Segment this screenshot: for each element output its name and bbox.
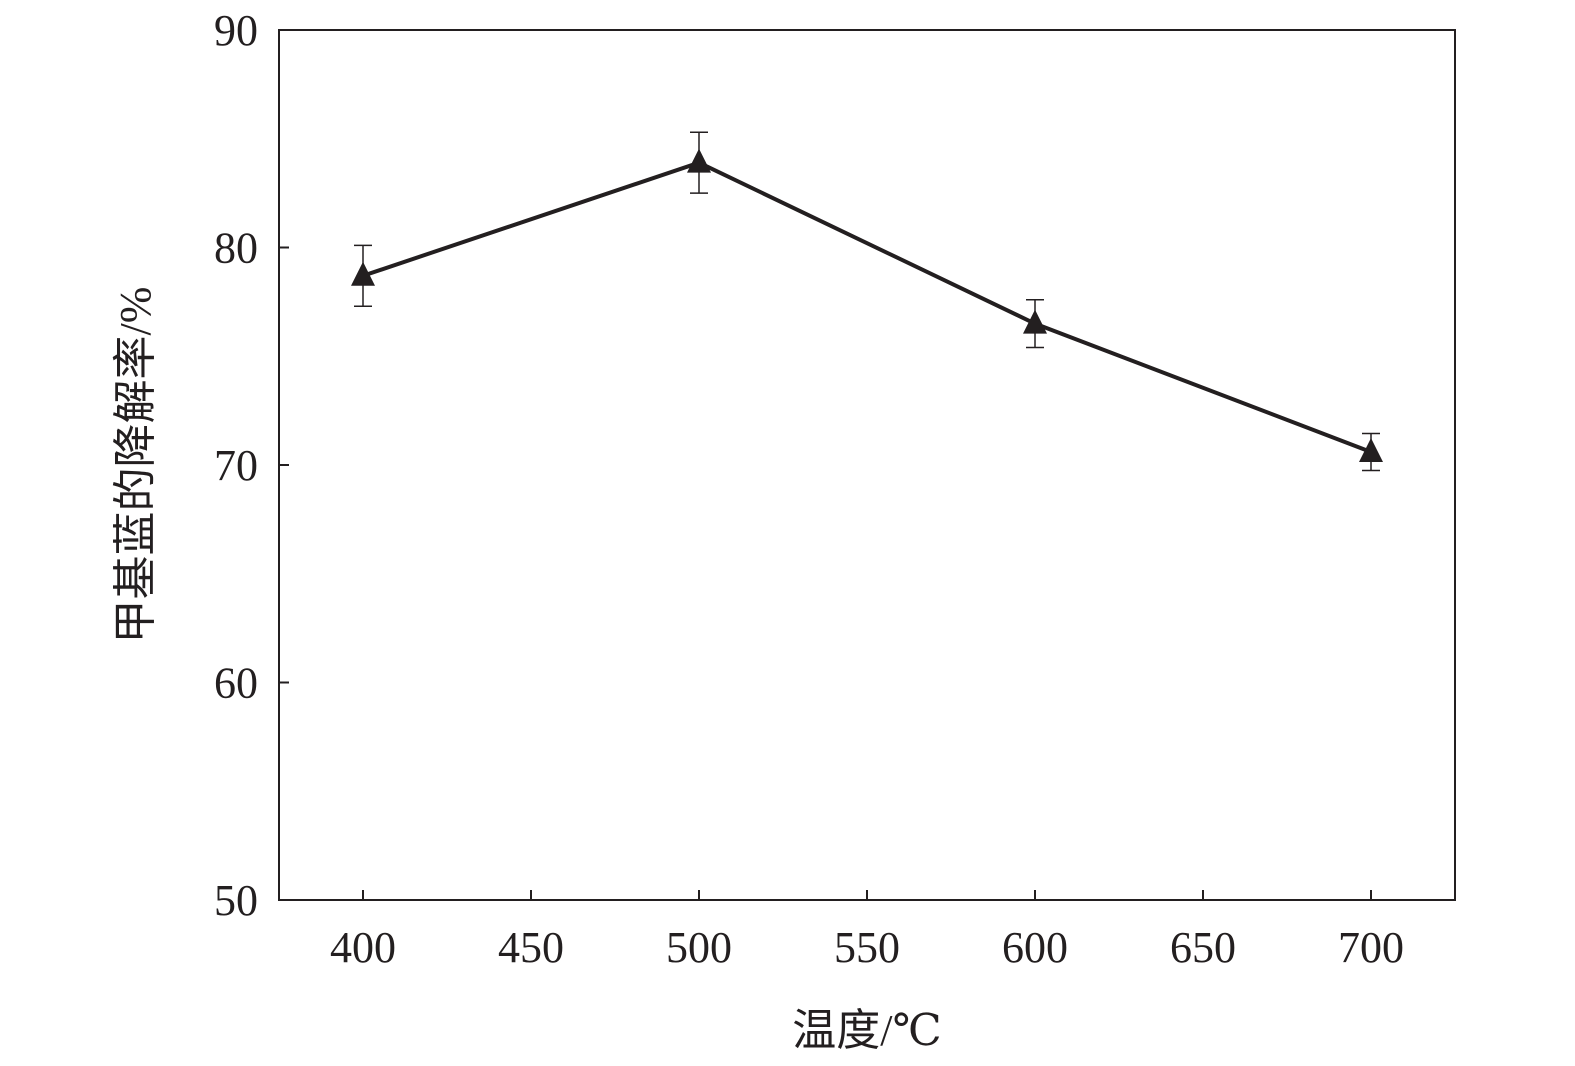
series-line (362, 160, 1372, 454)
y-axis-label: 甲基蓝的降解率/% (111, 287, 160, 644)
data-point-marker (351, 261, 375, 286)
data-point-marker (687, 148, 711, 173)
y-tick-label: 70 (214, 441, 258, 490)
y-tick-label: 60 (214, 659, 258, 708)
y-tick-label: 50 (214, 876, 258, 925)
data-point-marker (1023, 309, 1047, 334)
x-axis-label: 温度/℃ (792, 1006, 941, 1055)
x-tick-label: 500 (666, 923, 732, 972)
y-tick-label: 80 (214, 224, 258, 273)
x-tick-label: 450 (498, 923, 564, 972)
x-tick-label: 700 (1338, 923, 1404, 972)
x-tick-label: 550 (834, 923, 900, 972)
x-tick-label: 650 (1170, 923, 1236, 972)
x-tick-label: 600 (1002, 923, 1068, 972)
plot-frame (278, 29, 1456, 901)
y-tick-label: 90 (214, 6, 258, 55)
x-tick-label: 400 (330, 923, 396, 972)
data-point-marker (1359, 437, 1383, 462)
